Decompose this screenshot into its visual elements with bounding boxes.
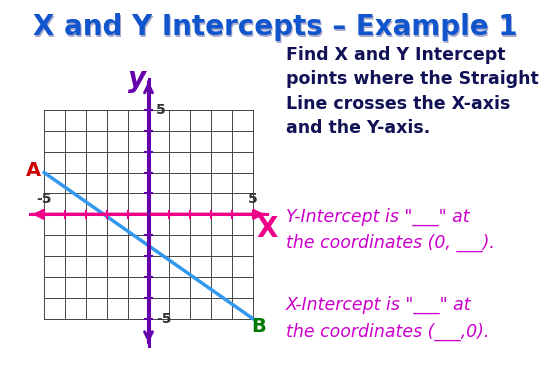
Text: X: X: [257, 215, 278, 243]
Text: 5: 5: [248, 192, 258, 206]
Text: -5: -5: [36, 192, 52, 206]
Text: 5: 5: [156, 103, 166, 117]
Text: X and Y Intercepts – Example 1: X and Y Intercepts – Example 1: [34, 15, 518, 43]
Text: X and Y Intercepts – Example 1: X and Y Intercepts – Example 1: [33, 13, 517, 41]
Text: X-Intercept is "___" at
the coordinates (___,0).: X-Intercept is "___" at the coordinates …: [286, 296, 490, 341]
Text: -5: -5: [156, 312, 171, 326]
Text: A: A: [26, 161, 41, 180]
Text: B: B: [252, 318, 266, 336]
Text: Y-Intercept is "___" at
the coordinates (0, ___).: Y-Intercept is "___" at the coordinates …: [286, 207, 495, 252]
Text: Find X and Y Intercept
points where the Straight
Line crosses the X-axis
and the: Find X and Y Intercept points where the …: [286, 46, 539, 137]
Text: y: y: [128, 65, 146, 93]
